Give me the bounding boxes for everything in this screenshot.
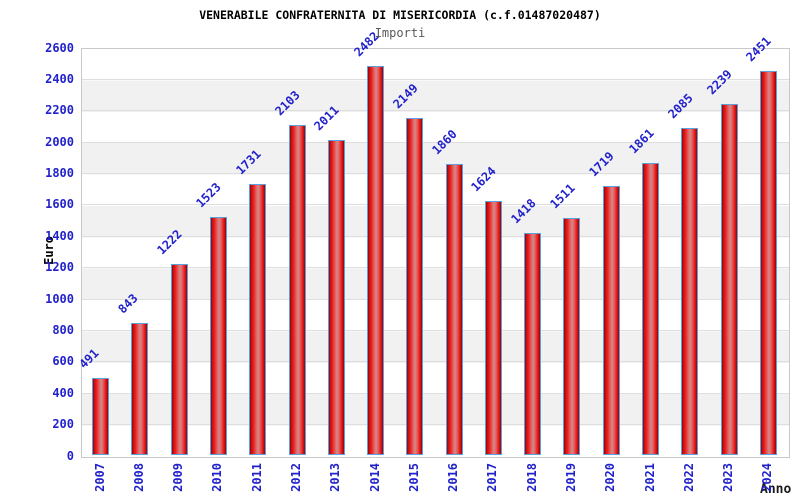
y-tick-label-1800: 1800 — [45, 166, 74, 181]
bar-2015 — [406, 118, 424, 456]
gridline-800 — [82, 329, 789, 331]
y-tick-label-1600: 1600 — [45, 197, 74, 212]
x-tick-label-2017: 2017 — [485, 462, 500, 492]
y-tick-label-600: 600 — [52, 354, 74, 369]
x-tick-label-2014: 2014 — [367, 462, 382, 492]
y-tick-label-800: 800 — [52, 322, 74, 337]
gridline-1800 — [82, 173, 789, 175]
y-tick-label-2000: 2000 — [45, 134, 74, 149]
y-tick-label-1000: 1000 — [45, 291, 74, 306]
bar-2021 — [642, 163, 660, 456]
x-tick-label-2016: 2016 — [446, 462, 461, 492]
bar-2016 — [445, 163, 463, 456]
x-tick-label-2009: 2009 — [171, 462, 186, 492]
bar-2017 — [484, 200, 502, 456]
x-tick-label-2020: 2020 — [603, 462, 618, 492]
x-tick-label-2011: 2011 — [249, 462, 264, 492]
x-tick-label-2012: 2012 — [289, 462, 304, 492]
gridline-1400 — [82, 235, 789, 237]
bar-2008 — [131, 323, 149, 456]
gridline-200 — [82, 424, 789, 426]
x-tick-label-2019: 2019 — [563, 462, 578, 492]
gridline-1600 — [82, 204, 789, 206]
bar-2012 — [288, 125, 306, 456]
y-tick-label-2200: 2200 — [45, 103, 74, 118]
bar-2023 — [720, 104, 738, 456]
gridline-2000 — [82, 141, 789, 143]
bar-2011 — [249, 183, 267, 456]
bar-2010 — [209, 216, 227, 456]
y-tick-label-0: 0 — [66, 448, 74, 463]
gridline-2400 — [82, 78, 789, 80]
gridline-2200 — [82, 110, 789, 112]
chart-subtitle: Importi — [374, 26, 426, 40]
y-tick-label-2400: 2400 — [45, 71, 74, 86]
bar-2007 — [92, 378, 110, 456]
x-tick-label-2022: 2022 — [681, 462, 696, 492]
x-tick-label-2015: 2015 — [406, 462, 421, 492]
x-tick-label-2024: 2024 — [760, 462, 775, 492]
bar-2019 — [563, 218, 581, 456]
bar-2024 — [759, 70, 777, 456]
x-tick-label-2007: 2007 — [92, 462, 107, 492]
bar-2020 — [602, 185, 620, 456]
bar-2018 — [524, 232, 542, 456]
y-tick-label-1400: 1400 — [45, 228, 74, 243]
x-axis-title: Anno — [760, 482, 792, 497]
gridline-1000 — [82, 298, 789, 300]
y-tick-label-400: 400 — [52, 385, 74, 400]
bar-2013 — [327, 139, 345, 456]
y-tick-label-1200: 1200 — [45, 260, 74, 275]
x-tick-label-2018: 2018 — [524, 462, 539, 492]
x-tick-label-2021: 2021 — [642, 462, 657, 492]
plot-area — [81, 47, 790, 458]
bar-2014 — [367, 66, 385, 456]
x-tick-label-2008: 2008 — [131, 462, 146, 492]
bar-2009 — [170, 263, 188, 456]
gridline-400 — [82, 392, 789, 394]
x-tick-label-2013: 2013 — [328, 462, 343, 492]
gridline-1200 — [82, 267, 789, 269]
bar-2022 — [681, 128, 699, 456]
chart-title: VENERABILE CONFRATERNITA DI MISERICORDIA… — [199, 8, 601, 22]
x-tick-label-2010: 2010 — [210, 462, 225, 492]
y-tick-label-200: 200 — [52, 417, 74, 432]
gridline-600 — [82, 361, 789, 363]
y-tick-label-2600: 2600 — [45, 40, 74, 55]
x-tick-label-2023: 2023 — [721, 462, 736, 492]
